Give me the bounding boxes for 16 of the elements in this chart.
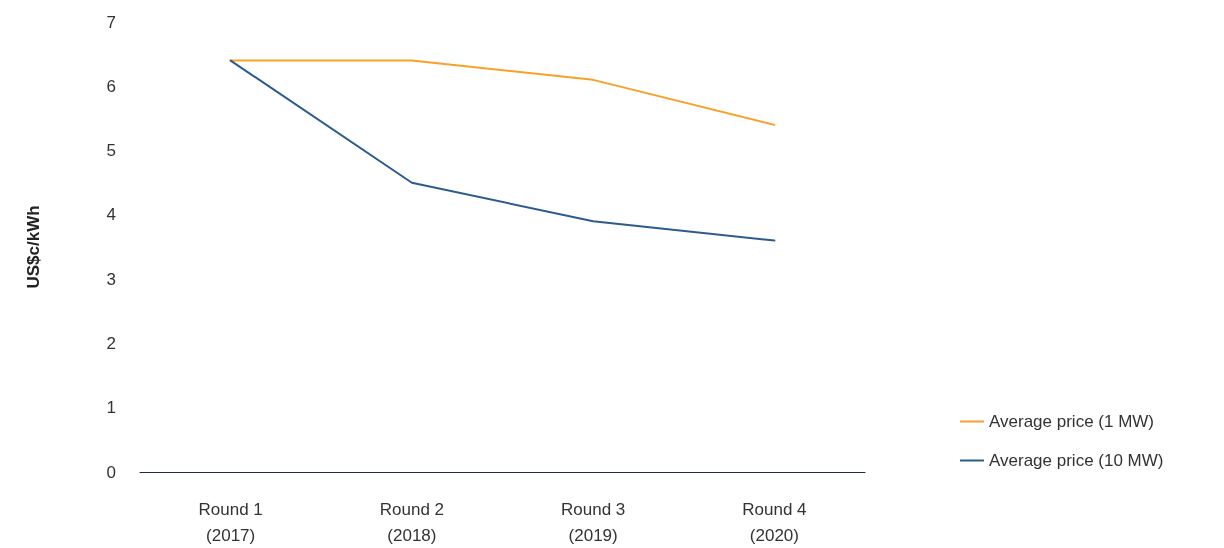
y-tick-label: 6 — [106, 76, 116, 96]
y-tick-label: 4 — [106, 205, 116, 225]
y-tick-label: 0 — [106, 462, 116, 482]
x-tick-label: Round 4 (2020) — [742, 499, 807, 545]
x-tick-label: Round 1 (2017) — [198, 499, 263, 545]
y-tick-label: 1 — [106, 398, 116, 418]
x-tick-label: Round 2 (2018) — [379, 499, 445, 545]
legend-label: Average price (10 MW) — [989, 451, 1164, 470]
y-axis-title: US$c/kWh — [24, 205, 43, 289]
y-tick-label: 5 — [106, 141, 116, 161]
legend-label: Average price (1 MW) — [989, 412, 1155, 431]
y-tick-label: 2 — [106, 333, 116, 353]
x-tick-label: Round 3 (2019) — [560, 499, 626, 545]
y-tick-label: 3 — [106, 269, 116, 289]
y-tick-label: 7 — [106, 12, 116, 32]
line-series — [229, 59, 776, 242]
